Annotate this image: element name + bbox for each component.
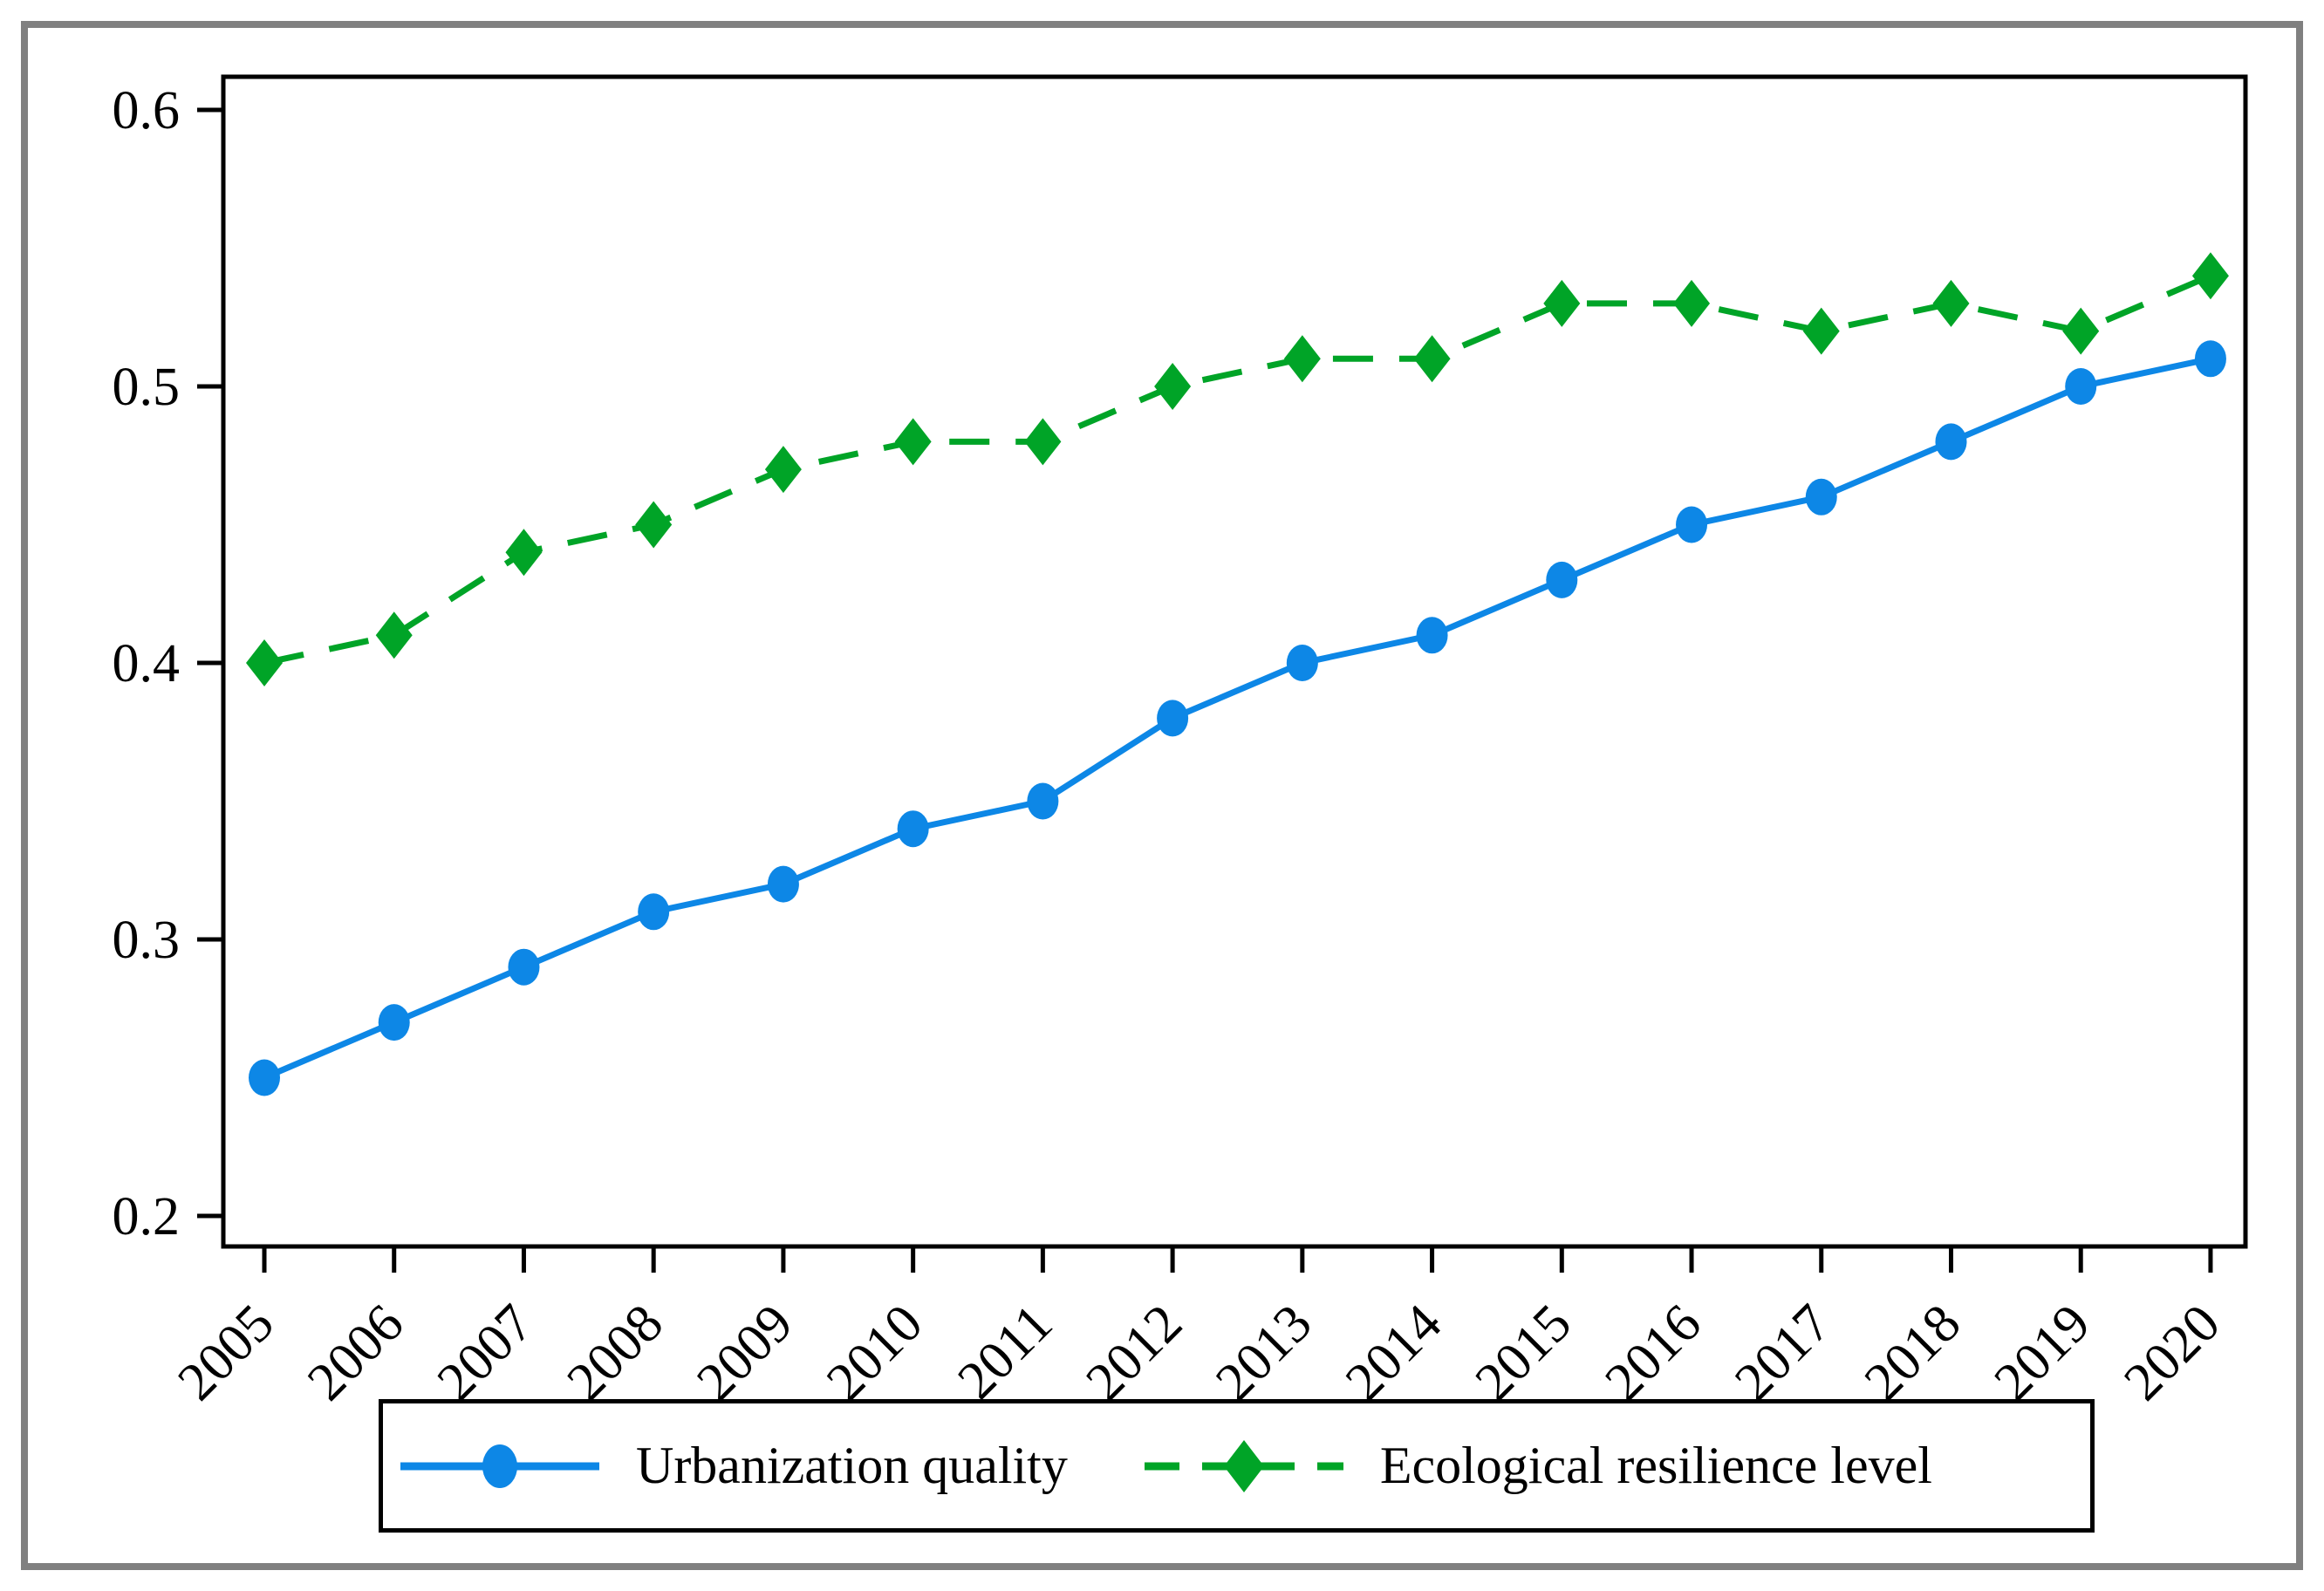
marker-circle-urbanization — [1805, 478, 1837, 516]
marker-circle-urbanization — [508, 948, 540, 986]
x-tick-label: 2006 — [297, 1294, 415, 1412]
x-tick-label: 2014 — [1335, 1294, 1453, 1412]
x-tick-label: 2009 — [686, 1294, 804, 1412]
marker-circle-urbanization — [378, 1004, 410, 1041]
x-tick-label: 2012 — [1075, 1294, 1193, 1412]
x-tick-label: 2011 — [947, 1294, 1063, 1410]
legend-sample-urbanization-line-circle-icon — [400, 1444, 599, 1488]
marker-diamond-ecological — [1413, 335, 1451, 383]
x-tick-label: 2013 — [1205, 1294, 1323, 1412]
y-tick-label: 0.5 — [113, 358, 181, 417]
x-tick-label: 2017 — [1724, 1294, 1842, 1412]
x-tick-label: 2019 — [1983, 1294, 2102, 1412]
legend-label-urbanization: Urbanization quality — [636, 1437, 1068, 1494]
figure-border — [21, 21, 2303, 1570]
marker-circle-urbanization — [249, 1059, 280, 1096]
y-tick-label: 0.6 — [113, 81, 181, 140]
marker-circle-urbanization — [638, 893, 670, 931]
x-tick-label: 2018 — [1854, 1294, 1972, 1412]
marker-circle-urbanization — [1676, 506, 1708, 543]
marker-circle-urbanization — [767, 865, 799, 903]
legend-item-urbanization: Urbanization quality — [397, 1431, 1068, 1501]
marker-diamond-ecological — [375, 611, 413, 659]
x-tick-label: 2010 — [816, 1294, 934, 1412]
legend-sample-ecological-dash-diamond-icon — [1144, 1439, 1343, 1492]
marker-circle-urbanization — [897, 810, 929, 848]
marker-diamond-ecological — [635, 501, 673, 549]
marker-circle-urbanization — [1935, 423, 1967, 461]
marker-diamond-ecological — [505, 529, 543, 577]
marker-circle-urbanization — [1546, 561, 1578, 598]
y-tick-label: 0.3 — [113, 911, 181, 970]
x-tick-label: 2005 — [167, 1294, 285, 1412]
marker-diamond-ecological — [764, 446, 802, 494]
x-tick-label: 2015 — [1464, 1294, 1582, 1412]
x-tick-label: 2007 — [427, 1294, 545, 1412]
marker-circle-urbanization — [1027, 782, 1059, 820]
marker-diamond-ecological — [894, 418, 932, 466]
marker-diamond-ecological — [1673, 279, 1711, 327]
marker-diamond-ecological — [246, 639, 283, 686]
x-tick-label: 2016 — [1594, 1294, 1712, 1412]
x-tick-label: 2020 — [2113, 1294, 2232, 1412]
marker-circle-urbanization — [1157, 700, 1189, 737]
series-line-urbanization — [263, 355, 2211, 1081]
marker-diamond-ecological — [1932, 279, 1970, 327]
marker-diamond-ecological — [2191, 252, 2229, 300]
marker-diamond-ecological — [1283, 335, 1321, 383]
marker-diamond-ecological — [2062, 307, 2100, 355]
marker-circle-urbanization — [2065, 368, 2097, 405]
marker-diamond-ecological — [1024, 418, 1062, 466]
marker-circle-urbanization — [1286, 645, 1318, 681]
marker-diamond-ecological — [1154, 363, 1192, 410]
marker-diamond-ecological — [1543, 279, 1581, 327]
y-tick-label: 0.4 — [113, 634, 181, 693]
y-tick-label: 0.2 — [113, 1187, 181, 1246]
plot-frame — [221, 74, 2248, 1249]
marker-diamond-ecological — [1802, 307, 1840, 355]
marker-circle-urbanization — [1416, 617, 1448, 654]
series-line-ecological — [263, 272, 2212, 666]
legend-label-ecological: Ecological resilience level — [1379, 1437, 1932, 1494]
legend-item-ecological: Ecological resilience level — [1141, 1431, 1932, 1501]
x-tick-label: 2008 — [556, 1294, 674, 1412]
legend: Urbanization quality Ecological resilien… — [379, 1399, 2095, 1533]
marker-circle-urbanization — [2194, 340, 2226, 378]
